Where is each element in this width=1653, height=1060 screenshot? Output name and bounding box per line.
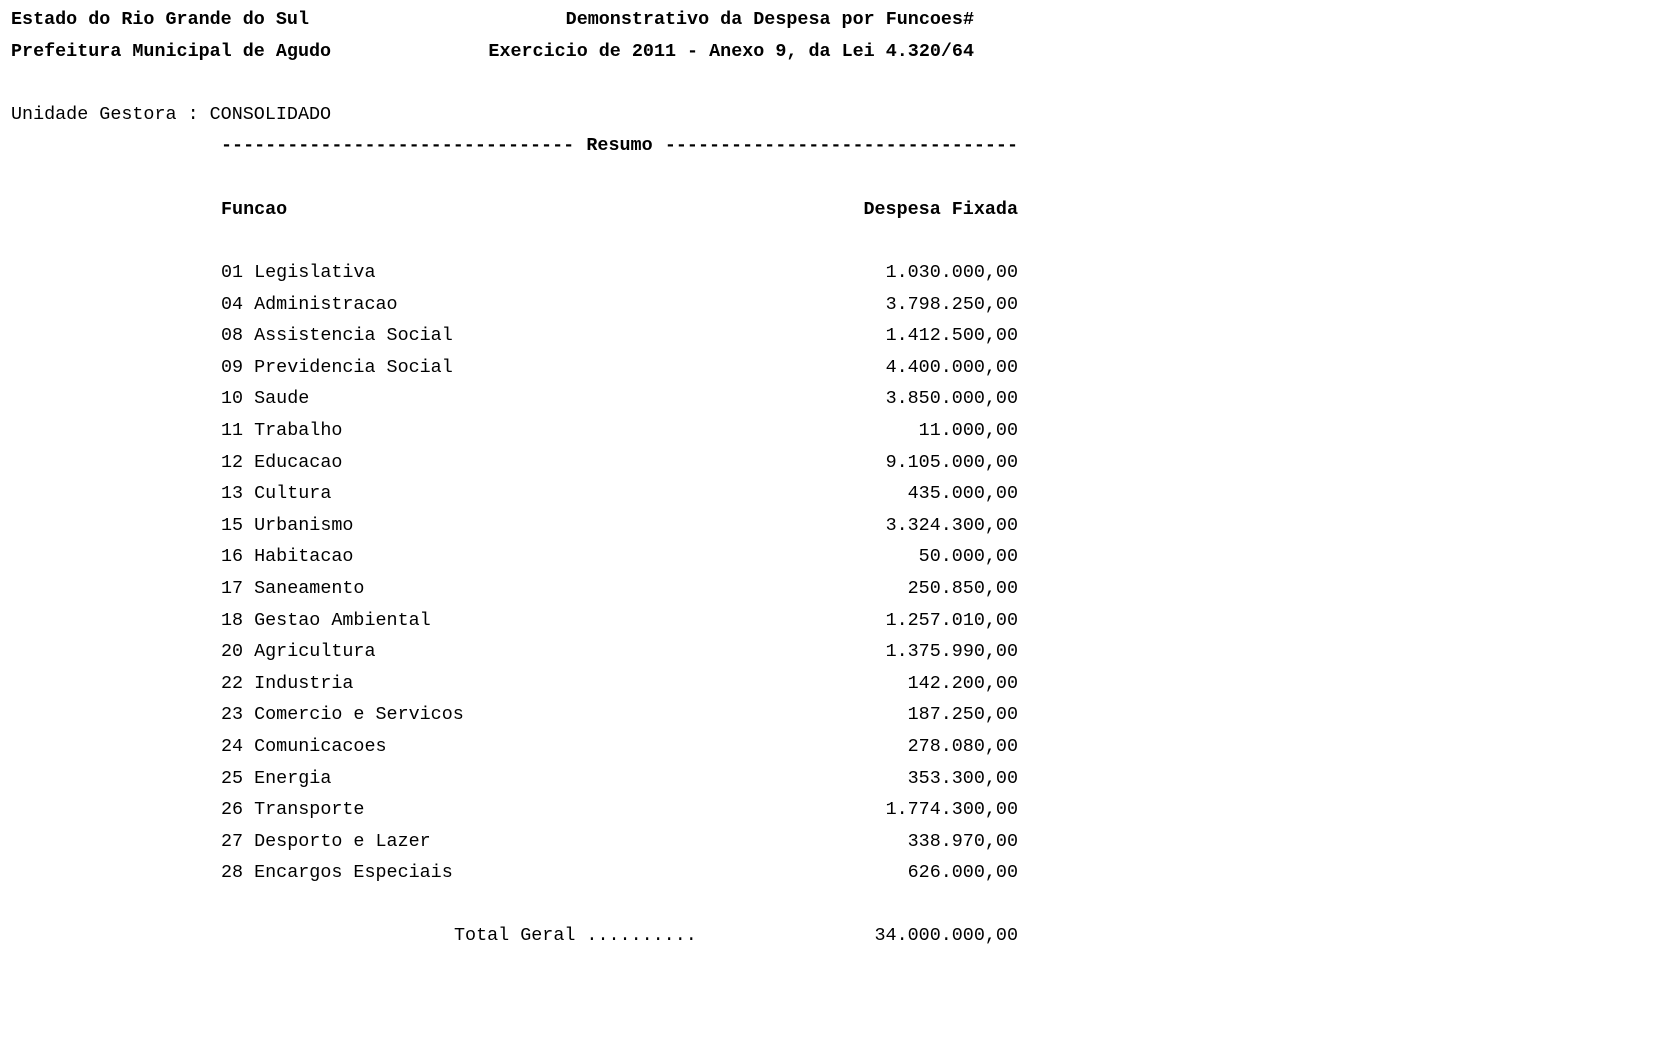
column-header-despesa: Despesa Fixada	[863, 199, 1018, 220]
table-row-valor: 278.080,00	[907, 736, 1018, 757]
column-header-funcao: Funcao	[221, 199, 288, 220]
table-row-valor: 250.850,00	[907, 578, 1018, 599]
table-row-funcao: 15 Urbanismo	[221, 514, 354, 536]
table-row-funcao: 22 Industria	[221, 672, 354, 694]
table-row-valor: 626.000,00	[907, 862, 1018, 884]
state-name: Estado do Rio Grande do Sul	[11, 9, 309, 30]
table-row-funcao: 12 Educacao	[221, 451, 343, 473]
table-row-funcao: 24 Comunicacoes	[221, 736, 387, 757]
table-row-funcao: 10 Saude	[221, 388, 310, 410]
table-row-valor: 3.798.250,00	[885, 293, 1018, 315]
table-row-funcao: 13 Cultura	[221, 483, 332, 505]
table-row-valor: 1.030.000,00	[885, 262, 1018, 283]
municipality-name: Prefeitura Municipal de Agudo	[11, 41, 332, 62]
divider-dashes-right: ----------------------------------------…	[664, 135, 1018, 156]
table-row-valor: 1.412.500,00	[885, 325, 1018, 347]
table-row-funcao: 23 Comercio e Servicos	[221, 704, 464, 726]
table-row-valor: 9.105.000,00	[885, 451, 1018, 473]
table-row-funcao: 09 Previdencia Social	[221, 356, 453, 378]
table-row-funcao: 25 Energia	[221, 767, 332, 789]
table-row-valor: 353.300,00	[907, 767, 1018, 789]
total-value: 34.000.000,00	[874, 925, 1018, 946]
table-row-funcao: 17 Saneamento	[221, 578, 365, 599]
report-title: Demonstrativo da Despesa por Funcoes#	[565, 9, 974, 30]
unidade-gestora: Unidade Gestora : CONSOLIDADO	[11, 104, 332, 125]
table-row-valor: 142.200,00	[907, 672, 1018, 694]
table-row-valor: 1.257.010,00	[885, 609, 1018, 631]
table-row-funcao: 28 Encargos Especiais	[221, 862, 453, 884]
table-row-funcao: 08 Assistencia Social	[221, 325, 453, 347]
table-row-valor: 4.400.000,00	[885, 356, 1018, 378]
table-row-valor: 3.324.300,00	[885, 514, 1018, 536]
table-row-funcao: 26 Transporte	[221, 799, 365, 821]
table-row-valor: 11.000,00	[918, 420, 1018, 441]
table-row-valor: 435.000,00	[907, 483, 1018, 505]
section-divider: ----------------------------------------…	[221, 130, 1018, 162]
table-row-valor: 3.850.000,00	[885, 388, 1018, 410]
divider-dashes-left: ----------------------------------------…	[221, 135, 575, 156]
table-row-funcao: 20 Agricultura	[221, 641, 376, 663]
table-row-valor: 187.250,00	[907, 704, 1018, 726]
table-row-valor: 1.375.990,00	[885, 641, 1018, 663]
table-row-funcao: 18 Gestao Ambiental	[221, 609, 431, 631]
table-row-valor: 50.000,00	[918, 546, 1018, 568]
table-row-funcao: 11 Trabalho	[221, 420, 343, 441]
table-row-funcao: 27 Desporto e Lazer	[221, 830, 431, 852]
table-row-funcao: 01 Legislativa	[221, 262, 376, 283]
table-row-valor: 1.774.300,00	[885, 799, 1018, 821]
table-row-funcao: 04 Administracao	[221, 293, 398, 315]
report-subtitle: Exercicio de 2011 - Anexo 9, da Lei 4.32…	[488, 41, 974, 62]
section-title: Resumo	[586, 135, 653, 156]
table-row-valor: 338.970,00	[907, 830, 1018, 852]
table-row-funcao: 16 Habitacao	[221, 546, 354, 568]
total-label: Total Geral ..........	[454, 925, 697, 946]
